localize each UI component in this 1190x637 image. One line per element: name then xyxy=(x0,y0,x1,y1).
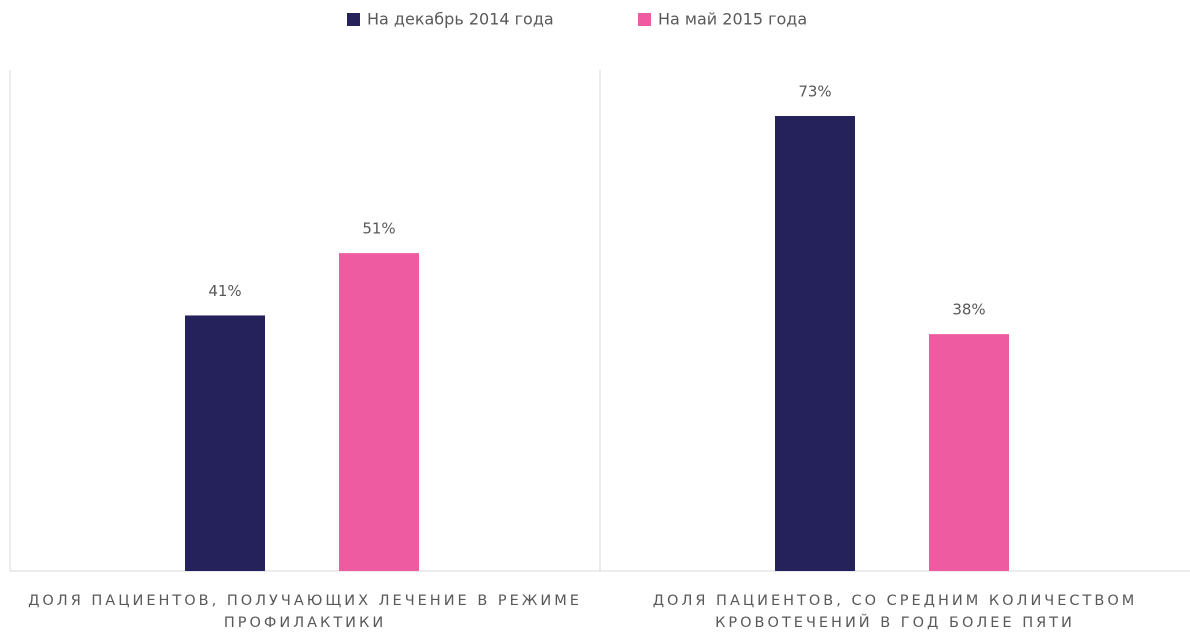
bar xyxy=(775,116,855,571)
data-label: 41% xyxy=(208,282,241,300)
legend-label: На май 2015 года xyxy=(658,10,807,29)
x-tick-label: ДОЛЯ ПАЦИЕНТОВ, ПОЛУЧАЮЩИХ ЛЕЧЕНИЕ В РЕЖ… xyxy=(28,593,582,631)
x-tick-label: ДОЛЯ ПАЦИЕНТОВ, СО СРЕДНИМ КОЛИЧЕСТВОМ К… xyxy=(652,593,1138,631)
legend-swatch xyxy=(347,13,360,26)
bar xyxy=(185,315,265,571)
data-label: 38% xyxy=(952,301,985,319)
data-label: 51% xyxy=(362,220,395,238)
legend-label: На декабрь 2014 года xyxy=(367,10,554,29)
data-label: 73% xyxy=(798,83,831,101)
bar xyxy=(929,334,1009,571)
bar xyxy=(339,253,419,571)
legend-swatch xyxy=(638,13,651,26)
